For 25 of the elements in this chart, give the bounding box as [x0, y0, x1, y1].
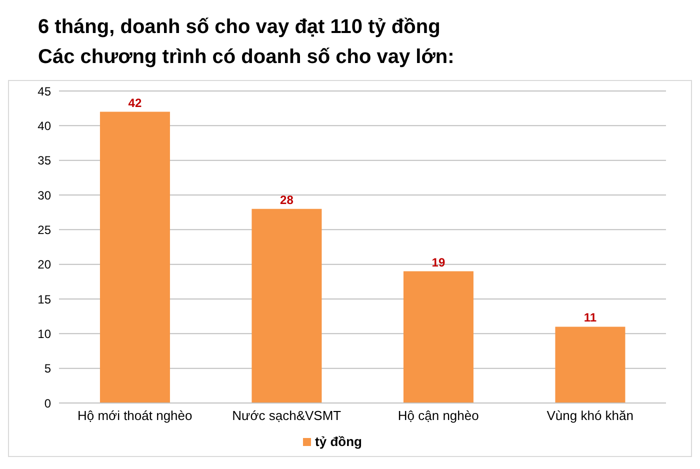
data-label: 19	[432, 255, 446, 270]
x-tick-label: Hộ cận nghèo	[398, 408, 479, 424]
chart-subtitle: Các chương trình có doanh số cho vay lớn:	[38, 45, 456, 70]
y-tick-label: 35	[38, 154, 52, 168]
data-label: 42	[128, 96, 142, 110]
x-tick-label: Hộ mới thoát nghèo	[77, 408, 192, 424]
y-tick-label: 20	[38, 258, 52, 272]
y-tick-label: 0	[44, 396, 52, 410]
x-tick-label: Vùng khó khăn	[546, 408, 634, 424]
x-tick-label: Nước sạch&VSMT	[232, 408, 342, 424]
legend-label: tỷ đồng	[315, 434, 362, 449]
bar	[403, 271, 474, 403]
y-tick-label: 40	[38, 118, 52, 133]
y-tick-label: 45	[38, 84, 52, 98]
data-label: 28	[280, 192, 294, 207]
bar	[252, 208, 322, 403]
chart-title: 6 tháng, doanh số cho vay đạt 110 tỷ đồng	[38, 15, 442, 40]
y-tick-label: 10	[38, 326, 52, 341]
y-tick-label: 30	[38, 188, 52, 202]
y-tick-label: 5	[44, 362, 52, 376]
bar	[100, 112, 170, 403]
y-tick-label: 25	[38, 222, 52, 237]
data-label: 11	[584, 310, 597, 325]
bar	[555, 326, 626, 403]
y-tick-label: 15	[38, 292, 52, 306]
